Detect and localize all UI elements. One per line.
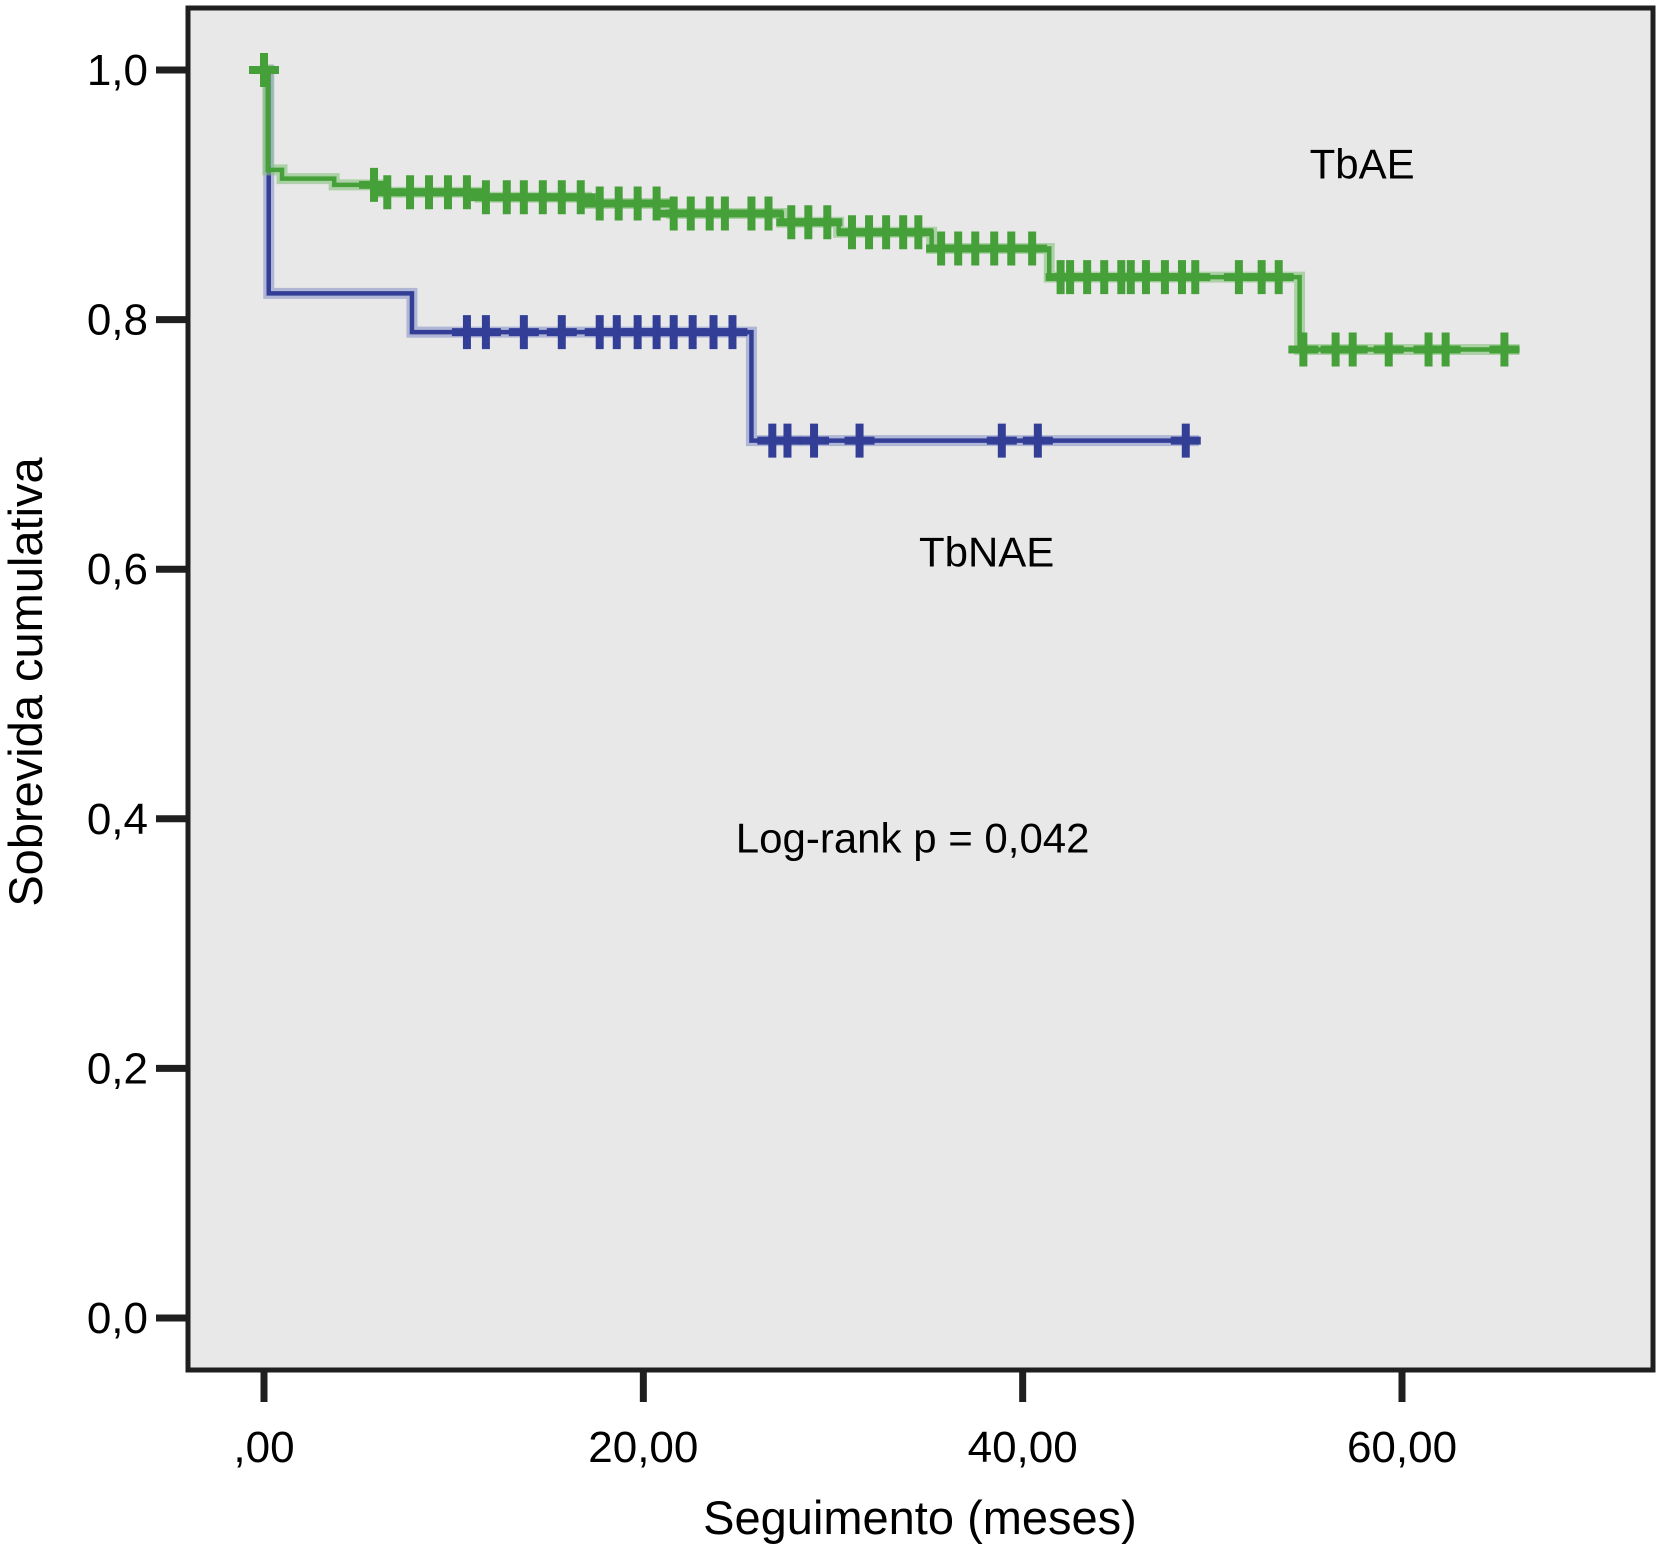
x-tick-label: 20,00 <box>588 1423 698 1472</box>
x-axis-title: Seguimento (meses) <box>703 1491 1137 1544</box>
censor-marks <box>249 53 1520 367</box>
y-tick-label: 0,2 <box>87 1044 148 1093</box>
curve-label-tbnae: TbNAE <box>919 529 1054 576</box>
x-axis-ticks: ,00 20,00 40,00 60,00 <box>233 1370 1457 1472</box>
plot-area <box>185 5 1656 1373</box>
x-tick-label: 40,00 <box>968 1423 1078 1472</box>
y-axis-ticks: 0,0 0,2 0,4 0,6 0,8 1,0 <box>87 46 188 1343</box>
curve-label-tbae: TbAE <box>1310 141 1415 188</box>
y-tick-label: 0,6 <box>87 545 148 594</box>
chart-generated-content: 0,0 0,2 0,4 0,6 0,8 1,0 ,00 20,00 40,00 60,00 <box>87 5 1656 1472</box>
y-tick-label: 1,0 <box>87 46 148 95</box>
y-axis-title: Sobrevida cumulativa <box>0 456 52 906</box>
logrank-pvalue-annotation: Log-rank p = 0,042 <box>736 815 1090 862</box>
x-tick-label: ,00 <box>233 1423 294 1472</box>
x-tick-label: 60,00 <box>1347 1423 1457 1472</box>
y-tick-label: 0,8 <box>87 296 148 345</box>
series-tbae <box>249 53 1520 367</box>
y-tick-label: 0,0 <box>87 1294 148 1343</box>
y-tick-label: 0,4 <box>87 795 148 844</box>
censor-marks <box>451 315 1201 458</box>
